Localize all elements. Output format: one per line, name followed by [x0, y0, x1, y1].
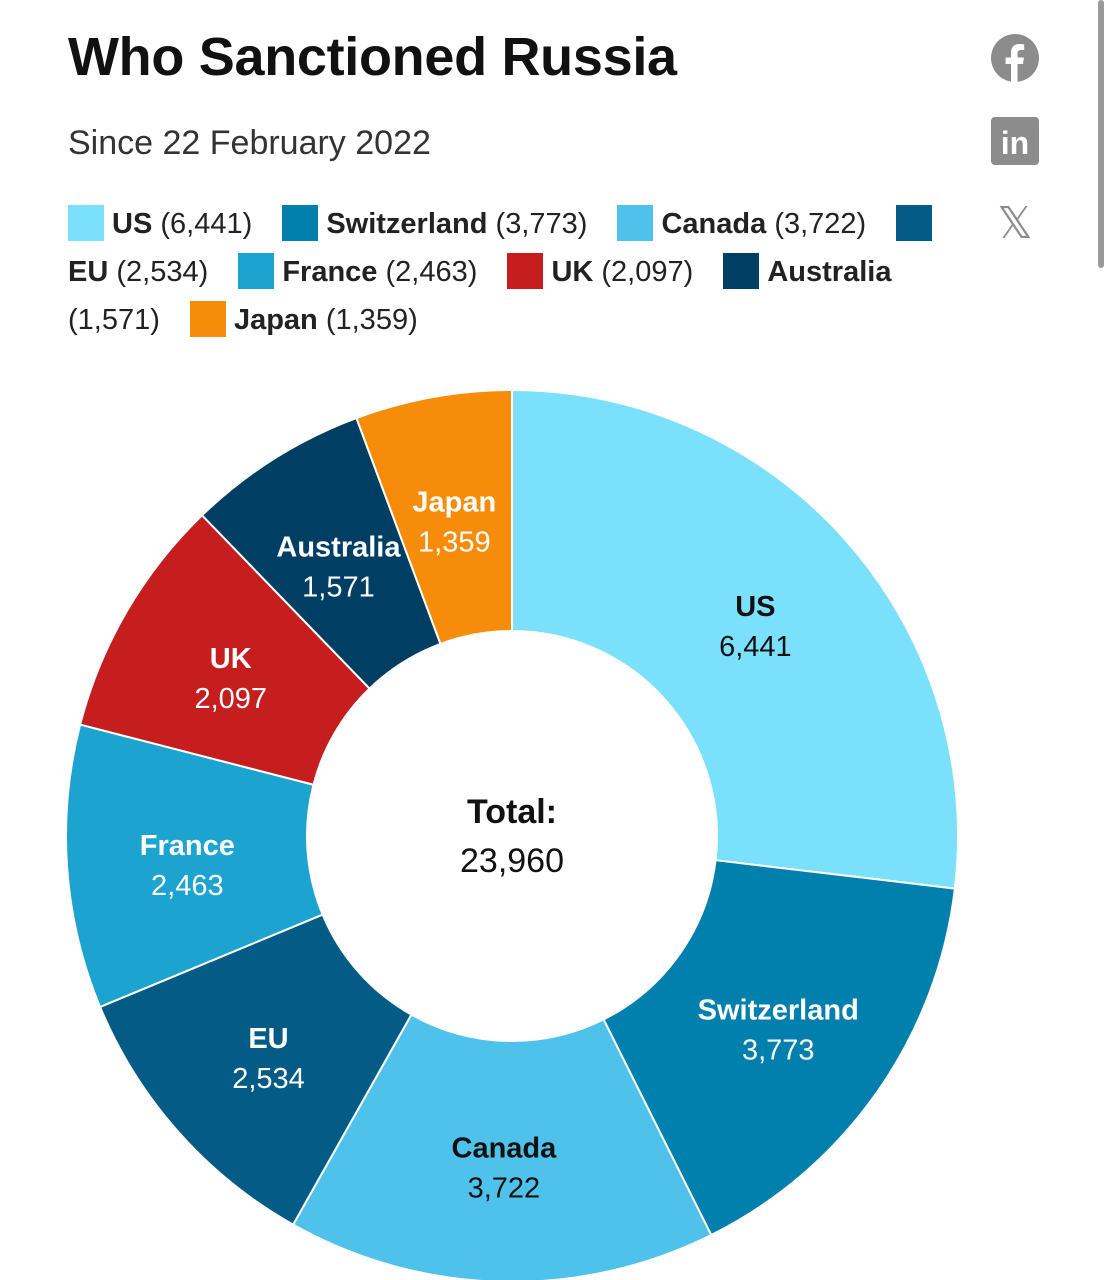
legend: US (6,441) Switzerland (3,773) Canada (3… — [68, 200, 948, 344]
facebook-share-button[interactable] — [990, 33, 1040, 83]
slice-eu[interactable] — [98, 913, 413, 1226]
legend-swatch — [507, 253, 544, 289]
legend-value: (6,441) — [160, 208, 253, 240]
legend-value: (1,359) — [325, 304, 418, 336]
legend-swatch — [189, 301, 226, 337]
slice-label-value: 2,463 — [151, 870, 224, 902]
x-icon: 𝕏 — [997, 198, 1032, 248]
legend-item-eu: EU (2,534) — [68, 205, 940, 288]
scrollbar[interactable] — [1098, 0, 1104, 268]
legend-label: EU — [68, 256, 109, 288]
legend-value: (1,571) — [68, 304, 160, 336]
slice-label-name: UK — [210, 643, 252, 675]
legend-swatch — [68, 205, 104, 241]
legend-item-switzerland: Switzerland (3,773) — [282, 205, 588, 241]
slice-label-value: 3,773 — [742, 1034, 815, 1066]
slice-label-value: 3,722 — [468, 1172, 541, 1204]
legend-item-france: France (2,463) — [238, 253, 478, 289]
slice-us[interactable] — [511, 388, 959, 890]
slice-label-value: 2,534 — [232, 1063, 305, 1095]
legend-swatch — [723, 253, 760, 289]
legend-item-australia: Australia (1,571) — [68, 253, 892, 336]
slice-label-name: France — [140, 830, 235, 862]
legend-label: Australia — [767, 256, 892, 288]
slice-canada[interactable] — [291, 1013, 713, 1280]
legend-item-japan: Japan (1,359) — [189, 301, 418, 337]
x-share-button[interactable]: 𝕏 — [990, 198, 1040, 248]
chart-subtitle: Since 22 February 2022 — [68, 124, 431, 162]
linkedin-icon: in — [991, 117, 1039, 165]
center-total-label: Total: — [467, 793, 557, 831]
legend-value: (2,097) — [601, 256, 694, 288]
slice-label-name: Australia — [276, 532, 401, 564]
legend-item-canada: Canada (3,722) — [617, 205, 867, 241]
legend-swatch — [282, 205, 319, 241]
slice-label-name: Switzerland — [698, 994, 859, 1026]
center-total-value: 23,960 — [460, 842, 564, 880]
legend-swatch — [238, 253, 275, 289]
slice-label-value: 1,359 — [418, 527, 491, 559]
legend-value: (3,773) — [495, 208, 588, 240]
legend-item-uk: UK (2,097) — [507, 253, 694, 289]
legend-swatch — [896, 205, 933, 241]
legend-item-us: US (6,441) — [68, 205, 253, 241]
legend-value: (2,463) — [385, 256, 478, 288]
legend-label: Japan — [233, 304, 318, 336]
legend-value: (2,534) — [116, 256, 209, 288]
slice-label-value: 1,571 — [302, 572, 375, 604]
legend-label: Canada — [661, 208, 767, 240]
slice-labels: US 6,441 Switzerland 3,773 Canada 3,722 EU 2,53… — [140, 487, 859, 1205]
slice-switzerland[interactable] — [602, 859, 956, 1237]
facebook-icon — [991, 34, 1039, 82]
legend-label: UK — [551, 256, 594, 288]
linkedin-icon-text: in — [1001, 125, 1029, 161]
donut-slices — [65, 388, 959, 1280]
legend-label: US — [112, 208, 153, 240]
legend-swatch — [617, 205, 654, 241]
legend-label: France — [282, 256, 378, 288]
slice-label-name: Canada — [452, 1132, 558, 1164]
linkedin-share-button[interactable]: in — [990, 116, 1040, 166]
slice-label-value: 2,097 — [194, 683, 267, 715]
legend-label: Switzerland — [326, 208, 488, 240]
slice-label-name: Japan — [412, 487, 496, 519]
slice-label-name: US — [735, 591, 775, 623]
legend-value: (3,722) — [774, 208, 867, 240]
slice-label-value: 6,441 — [719, 631, 792, 663]
x-icon-text: 𝕏 — [997, 198, 1032, 248]
chart-title: Who Sanctioned Russia — [68, 27, 677, 87]
slice-label-name: EU — [248, 1023, 288, 1055]
slice-france[interactable] — [65, 723, 324, 1009]
slice-japan[interactable] — [355, 388, 513, 646]
